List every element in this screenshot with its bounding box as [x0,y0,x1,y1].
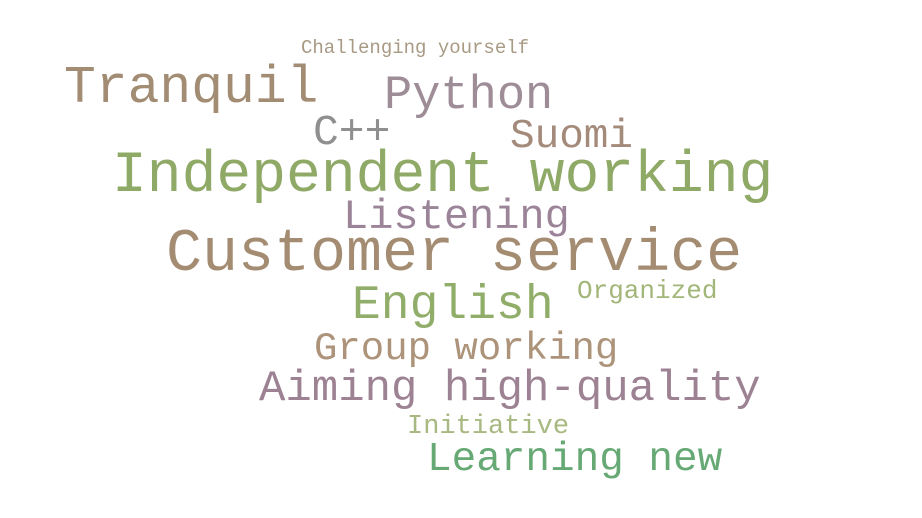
word-aiming-high-quality: Aiming high-quality [259,364,761,414]
word-cpp: C++ [313,108,391,157]
word-tranquil: Tranquil [64,58,319,118]
word-english: English [352,279,554,333]
word-independent-working: Independent working [112,144,774,209]
word-learning-new: Learning new [427,437,723,483]
word-initiative: Initiative [407,412,570,442]
word-listening: Listening [343,193,570,241]
word-suomi: Suomi [510,114,634,160]
word-group-working: Group working [314,327,619,371]
word-python: Python [384,70,554,123]
word-organized: Organized [577,276,718,306]
word-customer-service: Customer service [166,221,743,289]
word-challenging-yourself: Challenging yourself [301,37,530,59]
